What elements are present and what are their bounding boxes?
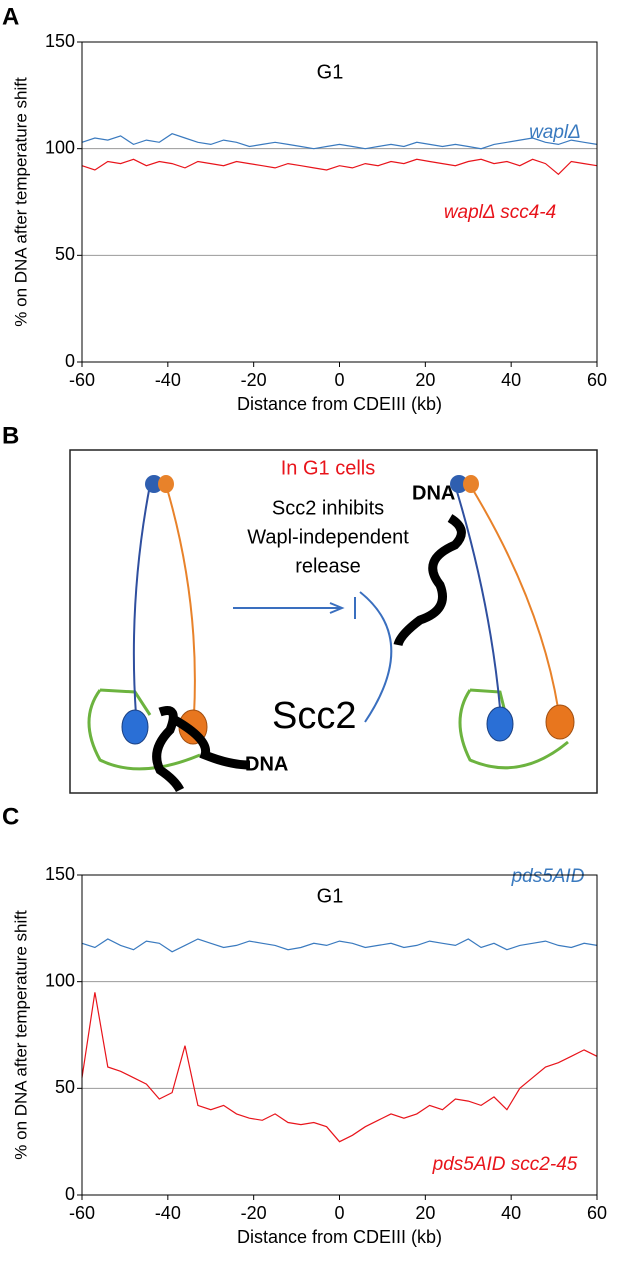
dna [393,514,466,647]
x-tick-label: 0 [334,1203,344,1223]
x-tick-label: -40 [155,370,181,390]
diagram-frame [69,449,598,794]
heading: In G1 cells [281,457,375,479]
x-axis-label: Distance from CDEIII (kb) [237,394,442,414]
dna [152,706,251,793]
series-label: waplΔ [529,122,581,143]
smc-arm [165,484,196,716]
smc-arm [132,484,151,716]
scc2 [359,591,393,723]
panel-label: C [2,803,19,830]
chart-title: G1 [317,61,344,83]
y-tick-label: 100 [45,970,75,990]
statement: release [295,555,361,577]
panel-label: B [2,422,19,449]
y-tick-label: 50 [55,1077,75,1097]
y-tick-label: 150 [45,864,75,884]
x-tick-label: 40 [501,1203,521,1223]
hinge [463,475,479,493]
head [545,704,575,740]
x-tick-label: -20 [241,370,267,390]
series-line [81,158,598,176]
head [486,706,514,742]
series-label: pds5AID [511,866,585,887]
hinge [450,475,468,493]
plot-frame [81,41,598,363]
x-tick-label: -60 [69,1203,95,1223]
kleisin-loop [458,688,569,770]
x-tick-label: -40 [155,1203,181,1223]
head [121,709,149,745]
y-tick-label: 50 [55,244,75,264]
series-line [81,992,598,1143]
panel-label: A [2,3,19,30]
chart-title: G1 [317,885,344,907]
x-tick-label: 20 [415,1203,435,1223]
dna-label: DNA [245,753,288,775]
series-label: pds5AID scc2-45 [432,1154,578,1175]
y-axis-label: % on DNA after temperature shift [11,77,30,327]
diagram: DNA In G1 cells Scc2 inhibits Wapl-indep… [69,449,598,794]
x-tick-label: 0 [334,370,344,390]
series-line [81,938,598,953]
y-tick-label: 0 [65,1184,75,1204]
plot-frame [81,874,598,1196]
x-tick-label: -60 [69,370,95,390]
x-tick-label: 60 [587,370,607,390]
statement: Scc2 inhibits [272,497,384,519]
y-tick-label: 100 [45,137,75,157]
x-tick-label: 20 [415,370,435,390]
smc-arm [454,484,501,709]
y-tick-label: 150 [45,31,75,51]
x-tick-label: 60 [587,1203,607,1223]
hinge [145,475,163,493]
arrowhead [329,602,345,614]
x-axis-label: Distance from CDEIII (kb) [237,1227,442,1247]
series-line [81,133,598,150]
hinge [158,475,174,493]
scc2-label: Scc2 [272,695,356,737]
x-tick-label: -20 [241,1203,267,1223]
x-tick-label: 40 [501,370,521,390]
dna-label: DNA [412,482,455,504]
y-axis-label: % on DNA after temperature shift [11,910,30,1160]
statement: Wapl-independent [247,526,409,548]
y-tick-label: 0 [65,351,75,371]
series-label: waplΔ scc4-4 [444,202,556,223]
smc-arm [469,484,559,709]
